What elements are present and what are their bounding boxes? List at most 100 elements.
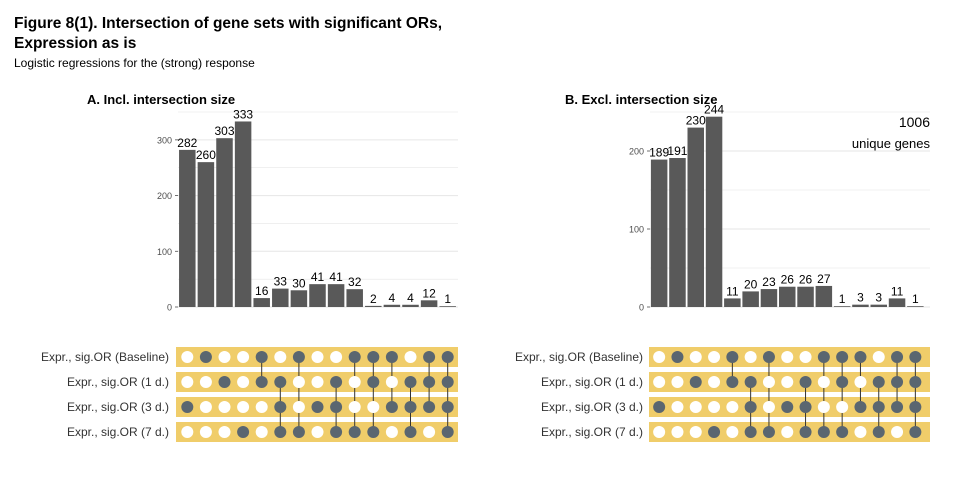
panel-a-matrix-dot-inactive bbox=[255, 426, 268, 438]
panel-a-matrix-dot-active bbox=[237, 426, 250, 438]
panel-a-matrix-dot-active bbox=[274, 426, 287, 438]
panel-a-matrix-dot-inactive bbox=[199, 426, 212, 438]
panel-b-bar-value-label: 191 bbox=[667, 144, 687, 158]
panel-b-matrix-dot-active bbox=[836, 376, 849, 388]
panel-a-matrix-dot-active bbox=[404, 401, 417, 413]
panel-b-matrix-dot-active bbox=[817, 426, 830, 438]
panel-b-bar bbox=[907, 306, 924, 307]
panel-b-bar bbox=[669, 158, 686, 307]
panel-b-matrix-dot-inactive bbox=[872, 351, 885, 363]
panel-a-matrix-dot-inactive bbox=[348, 376, 361, 388]
panel-b-bar bbox=[870, 304, 887, 307]
panel-a-ytick-label: 300 bbox=[157, 135, 172, 145]
panel-b-matrix-dot-inactive bbox=[689, 351, 702, 363]
panel-b-matrix-dot-inactive bbox=[781, 351, 794, 363]
panel-b-bar-value-label: 230 bbox=[686, 114, 706, 128]
panel-b-matrix-dot-active bbox=[726, 351, 739, 363]
panel-b-matrix-dot-active bbox=[744, 426, 757, 438]
panel-a-matrix-dot-active bbox=[385, 401, 398, 413]
panel-b-bar-value-label: 11 bbox=[726, 284, 739, 298]
panel-b-bar bbox=[815, 285, 833, 307]
panel-b-matrix-dot-inactive bbox=[799, 351, 812, 363]
panel-a-matrix-dot-inactive bbox=[423, 426, 436, 438]
panel-a-matrix-dot-inactive bbox=[292, 401, 305, 413]
panel-a-bar-value-label: 16 bbox=[255, 284, 269, 298]
panel-a-bar-value-label: 12 bbox=[422, 286, 436, 300]
panel-b-matrix-dot-inactive bbox=[762, 401, 775, 413]
panel-b-bar bbox=[705, 116, 723, 308]
panel-b-matrix-dot-inactive bbox=[653, 426, 666, 438]
panel-a-matrix-dot-active bbox=[348, 426, 361, 438]
panel-b-matrix-dot-active bbox=[872, 401, 885, 413]
panel-b-matrix-dot-inactive bbox=[854, 426, 867, 438]
panel-a-matrix-dot-active bbox=[404, 426, 417, 438]
panel-a-bar-value-label: 303 bbox=[214, 124, 234, 138]
panel-a-matrix-dot-active bbox=[423, 351, 436, 363]
panel-a-set-label: Expr., sig.OR (3 d.) bbox=[67, 400, 169, 414]
panel-a-matrix-dot-active bbox=[255, 376, 268, 388]
panel-b-bar-value-label: 26 bbox=[799, 273, 813, 287]
panel-a-set-label: Expr., sig.OR (Baseline) bbox=[41, 350, 169, 364]
panel-b-matrix-dot-inactive bbox=[836, 401, 849, 413]
panel-a-bar bbox=[420, 300, 438, 307]
panel-a-matrix-dot-active bbox=[441, 401, 454, 413]
panel-b-matrix-dot-active bbox=[799, 401, 812, 413]
panel-a-bar bbox=[216, 138, 233, 307]
panel-a-matrix-dot-active bbox=[311, 401, 324, 413]
panel-b-matrix-dot-inactive bbox=[762, 376, 775, 388]
panel-b-ytick-label: 200 bbox=[629, 147, 644, 157]
panel-b-ytick-label: 100 bbox=[629, 225, 644, 235]
panel-b-matrix-dot-inactive bbox=[653, 351, 666, 363]
panel-b-matrix-dot-active bbox=[762, 426, 775, 438]
panel-a-bar-value-label: 30 bbox=[292, 276, 306, 290]
panel-a-matrix-dot-inactive bbox=[199, 401, 212, 413]
panel-a-matrix-dot-inactive bbox=[385, 376, 398, 388]
panel-b-matrix-dot-inactive bbox=[671, 376, 684, 388]
panel-a-matrix-dot-inactive bbox=[218, 351, 231, 363]
panel-b-bar-value-label: 3 bbox=[875, 291, 882, 305]
panel-b-matrix-dot-active bbox=[762, 351, 775, 363]
panel-b-matrix-dot-inactive bbox=[653, 376, 666, 388]
panel-b-matrix-dot-active bbox=[744, 401, 757, 413]
panel-a-matrix-dot-inactive bbox=[367, 401, 380, 413]
panel-b-matrix-dot-inactive bbox=[726, 401, 739, 413]
panel-a-title: A. Incl. intersection size bbox=[87, 92, 236, 107]
panel-b-title: B. Excl. intersection size bbox=[565, 92, 718, 107]
panel-b-matrix-dot-active bbox=[708, 426, 721, 438]
panel-b-matrix-dot-active bbox=[909, 351, 922, 363]
panel-a-matrix-dot-active bbox=[423, 401, 436, 413]
panel-a-bar bbox=[234, 121, 252, 307]
panel-b-bar-value-label: 26 bbox=[781, 273, 795, 287]
panel-a-matrix-dot-active bbox=[367, 426, 380, 438]
panel-a-matrix-dot-active bbox=[199, 351, 212, 363]
unique-genes-count: 1006 bbox=[898, 114, 930, 130]
panel-a-ytick-label: 0 bbox=[167, 303, 172, 313]
panel-a-matrix-dot-inactive bbox=[181, 376, 194, 388]
panel-b-matrix-dot-active bbox=[799, 426, 812, 438]
panel-b-matrix-dot-inactive bbox=[671, 426, 684, 438]
panel-b-matrix-dot-inactive bbox=[781, 426, 794, 438]
panel-a-matrix-dot-active bbox=[404, 376, 417, 388]
panel-b-bar-value-label: 23 bbox=[762, 275, 776, 289]
panel-b-matrix-dot-active bbox=[726, 376, 739, 388]
panel-a-bar-value-label: 260 bbox=[196, 148, 216, 162]
panel-b-matrix-dot-active bbox=[817, 351, 830, 363]
panel-a-matrix-dot-inactive bbox=[199, 376, 212, 388]
figure-title-line1: Figure 8(1). Intersection of gene sets w… bbox=[14, 15, 443, 32]
panel-a-matrix-dot-inactive bbox=[237, 401, 250, 413]
panel-b-matrix-dot-inactive bbox=[891, 426, 904, 438]
panel-a-matrix-dot-active bbox=[330, 401, 343, 413]
panel-b-matrix-dot-inactive bbox=[781, 376, 794, 388]
panel-a-bar-value-label: 41 bbox=[311, 270, 325, 284]
panel-a-matrix-dot-inactive bbox=[181, 426, 194, 438]
panel-a-matrix-dot-inactive bbox=[404, 351, 417, 363]
panel-a-matrix-dot-active bbox=[367, 351, 380, 363]
panel-b-matrix-dot-inactive bbox=[726, 426, 739, 438]
panel-a-matrix-dot-inactive bbox=[181, 351, 194, 363]
panel-a-matrix-dot-active bbox=[367, 376, 380, 388]
panel-a-bar bbox=[327, 284, 345, 307]
panel-b-matrix-dot-active bbox=[854, 351, 867, 363]
panel-b-set-label: Expr., sig.OR (Baseline) bbox=[515, 350, 643, 364]
panel-a-matrix-dot-active bbox=[292, 426, 305, 438]
panel-a-matrix-dot-inactive bbox=[218, 426, 231, 438]
